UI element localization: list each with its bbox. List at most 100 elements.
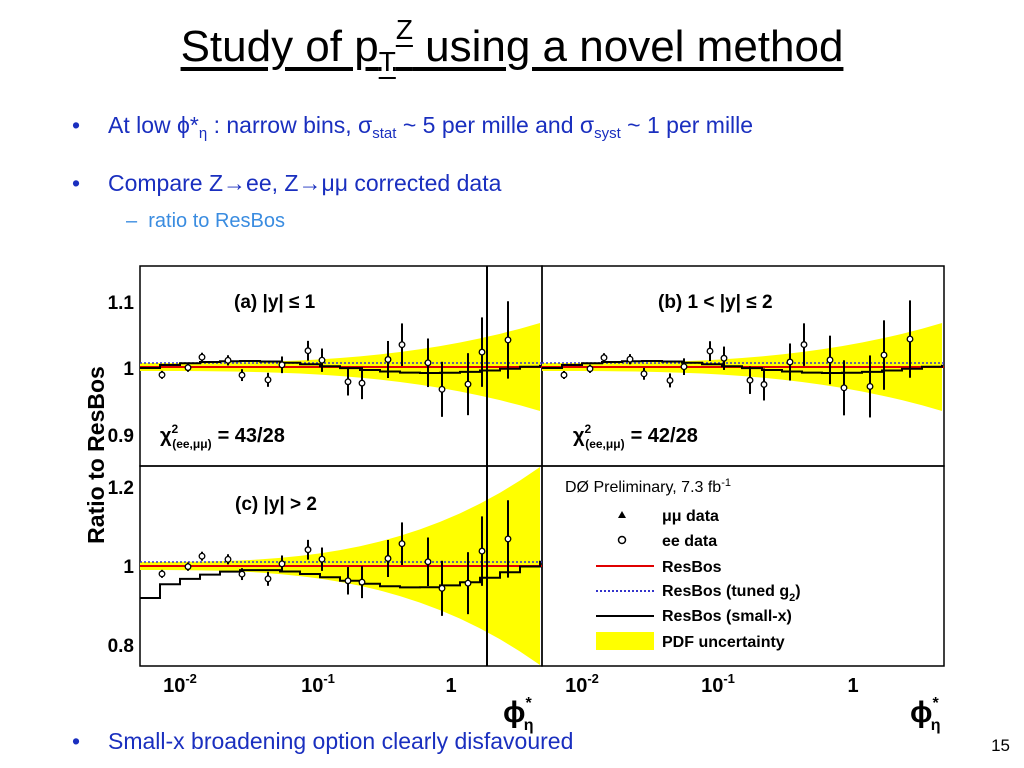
- ee-data-point-b: [586, 365, 594, 373]
- ee-data-point-a: [438, 385, 446, 393]
- ee-data-point-c: [238, 570, 246, 578]
- title-subscript: T: [378, 46, 396, 77]
- bullet1-part: : narrow bins, σ: [207, 112, 373, 138]
- x-axis-title-right: ϕ* η: [910, 695, 941, 734]
- ee-data-point-b: [640, 370, 648, 378]
- x-tick-label: 1: [847, 675, 858, 697]
- ee-data-point-c: [318, 555, 326, 563]
- slide-title: Study of pTZ using a novel method: [0, 14, 1024, 78]
- bullet-marker: •: [72, 170, 81, 196]
- ee-data-point-b: [626, 355, 634, 363]
- ee-data-point-c: [398, 540, 406, 548]
- ee-data-point-c: [438, 584, 446, 592]
- ee-data-point-a: [198, 353, 206, 361]
- subbullet-marker: –: [126, 210, 138, 232]
- y-axis-title: Ratio to ResBos: [83, 366, 109, 544]
- bullet1-sub: stat: [372, 125, 397, 142]
- ee-data-point-a: [264, 376, 272, 384]
- svg-text:ϕ*η: ϕ* η: [910, 695, 941, 734]
- ee-data-point-a: [224, 356, 232, 364]
- ee-data-point-c: [264, 575, 272, 583]
- ee-data-point-a: [358, 379, 366, 387]
- ee-data-point-b: [600, 354, 608, 362]
- legend: μμ data ee data ResBos ResBos (tuned g2)…: [596, 508, 801, 651]
- y-tick-label: 1.2: [108, 478, 134, 499]
- ee-data-point-a: [478, 348, 486, 356]
- ee-data-point-b: [866, 382, 874, 390]
- ee-data-point-c: [304, 546, 312, 554]
- panel-a-chi2: χ2 (ee,μμ) = 43/28: [160, 422, 285, 451]
- panel-b-label: (b) 1 < |y| ≤ 2: [658, 292, 773, 313]
- ee-data-point-c: [384, 555, 392, 562]
- bullet1-part: At low ϕ*: [108, 112, 199, 138]
- ee-data-point-b: [720, 354, 728, 362]
- ee-data-point-c: [224, 555, 232, 563]
- ee-data-point-a: [158, 371, 166, 379]
- panel-c-label: (c) |y| > 2: [235, 494, 317, 515]
- ee-data-point-c: [184, 563, 192, 571]
- legend-label: μμ data: [662, 508, 719, 525]
- ee-data-point-c: [198, 552, 206, 560]
- title-superscript: Z: [395, 14, 413, 45]
- x-tick-label: 10-1: [301, 671, 335, 697]
- legend-label: ResBos (tuned g2): [662, 583, 801, 604]
- ee-data-point-b: [786, 358, 794, 366]
- ee-data-point-a: [278, 361, 286, 369]
- y-tick-label: 1.1: [108, 293, 135, 314]
- title-rest: using a novel method: [412, 22, 844, 71]
- ee-data-point-b: [706, 347, 714, 355]
- y-ticks-bottom: 1.2 1 0.8: [108, 478, 135, 657]
- ee-data-point-b: [800, 341, 808, 349]
- ee-data-point-a: [344, 378, 352, 386]
- y-tick-label: 1: [123, 359, 134, 380]
- ee-data-point-a: [464, 380, 472, 388]
- ee-data-point-c: [504, 535, 512, 543]
- bullet1-sub: syst: [594, 125, 621, 142]
- x-tick-label: 1: [445, 675, 456, 697]
- ee-data-point-a: [424, 359, 432, 367]
- preliminary-label: DØ Preliminary, 7.3 fb-1: [565, 477, 731, 496]
- smallx-curve-b: [542, 360, 943, 374]
- bullet1-part: ~ 5 per mille and σ: [396, 112, 595, 138]
- y-tick-label: 0.9: [108, 426, 134, 447]
- ee-data-point-a: [384, 356, 392, 363]
- bullet1-sub: η: [198, 125, 208, 142]
- ee-data-point-b: [680, 363, 688, 371]
- x-tick-label: 10-2: [163, 671, 197, 697]
- legend-circle-marker: [617, 535, 627, 545]
- legend-label: PDF uncertainty: [662, 634, 785, 651]
- ee-data-point-c: [464, 579, 472, 587]
- subbullet-text: ratio to ResBos: [148, 210, 285, 232]
- bullet1-part: ~ 1 per mille: [620, 112, 754, 138]
- x-axis-title-left: ϕ* η: [503, 695, 534, 734]
- ee-data-point-b: [880, 351, 888, 359]
- legend-label: ResBos: [662, 559, 722, 576]
- ee-data-point-b: [560, 371, 568, 379]
- bullet-text: Compare Z→ee, Z→μμ corrected data: [108, 170, 502, 196]
- ee-data-point-b: [746, 376, 754, 384]
- ee-data-point-a: [184, 364, 192, 372]
- subbullet-resbos: – ratio to ResBos: [126, 210, 285, 233]
- model-curves: [140, 360, 944, 599]
- ee-data-point-b: [840, 384, 848, 392]
- panel-b-chi2: χ2 (ee,μμ) = 42/28: [573, 422, 698, 451]
- y-tick-label: 0.8: [108, 636, 134, 657]
- legend-triangle-marker: [618, 511, 626, 518]
- legend-label: ResBos (small-x): [662, 608, 792, 625]
- ee-data-point-b: [666, 376, 674, 384]
- y-tick-label: 1: [123, 557, 134, 578]
- bullet-text: At low ϕ*η : narrow bins, σstat ~ 5 per …: [108, 112, 753, 142]
- x-tick-label: 10-1: [701, 671, 735, 697]
- bullet-text: Small-x broadening option clearly disfav…: [108, 728, 574, 754]
- ee-data-point-a: [504, 336, 512, 344]
- smallx-curve-a: [140, 360, 541, 374]
- ee-data-point-c: [478, 547, 486, 555]
- panel-a-label: (a) |y| ≤ 1: [234, 292, 316, 313]
- ee-data-point-c: [158, 570, 166, 578]
- ee-data-point-a: [318, 356, 326, 364]
- title-main: Study of p: [180, 22, 379, 71]
- svg-text:ϕ*η: ϕ* η: [503, 695, 534, 734]
- page-number: 15: [991, 736, 1010, 755]
- legend-label: ee data: [662, 533, 717, 550]
